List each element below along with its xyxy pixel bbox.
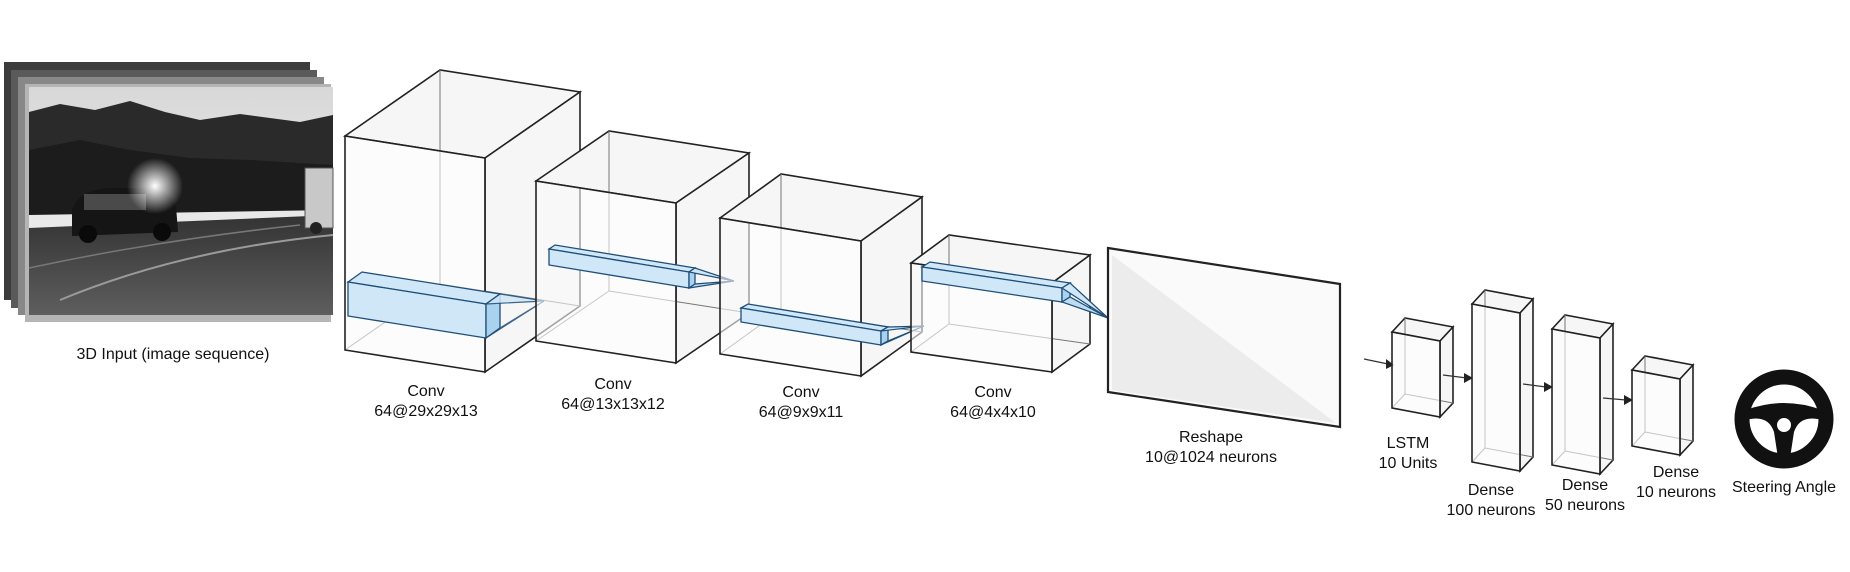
conv-kernel-1 [346,271,545,340]
lstm-box [1363,317,1455,420]
dense2-shape: 50 neurons [1545,497,1625,514]
dense3-title: Dense [1653,464,1699,481]
steering-wheel-icon [1734,369,1834,469]
conv-volume-4 [908,234,1109,374]
reshape-title: Reshape [1179,429,1243,446]
lstm-shape: 10 Units [1379,455,1438,472]
lstm-title: LSTM [1387,435,1430,452]
reshape-plane [1106,246,1342,429]
conv-kernel-4 [920,261,1109,319]
conv3-shape: 64@9x9x11 [759,404,844,421]
dense-box-2 [1522,314,1615,477]
conv4-title: Conv [974,384,1011,401]
dense1-title: Dense [1468,482,1514,499]
conv1-shape: 64@29x29x13 [374,403,478,420]
conv1-title: Conv [407,383,444,400]
conv2-shape: 64@13x13x12 [561,396,665,413]
conv-kernel-2 [547,244,735,290]
conv3-title: Conv [782,384,819,401]
conv-volume-3 [717,173,925,378]
dense-box-1 [1442,289,1535,474]
conv4-shape: 64@4x4x10 [950,404,1036,421]
dense-box-3 [1602,355,1695,458]
output-label: Steering Angle [1732,479,1836,496]
dense2-title: Dense [1562,477,1608,494]
conv-volume-2 [533,130,752,365]
input-label: 3D Input (image sequence) [77,346,270,363]
conv-kernel-3 [739,303,925,347]
reshape-shape: 10@1024 neurons [1145,449,1277,466]
image-sequence-icon [4,62,334,322]
dense1-shape: 100 neurons [1447,502,1536,519]
conv2-title: Conv [594,376,631,393]
dense3-shape: 10 neurons [1636,484,1716,501]
